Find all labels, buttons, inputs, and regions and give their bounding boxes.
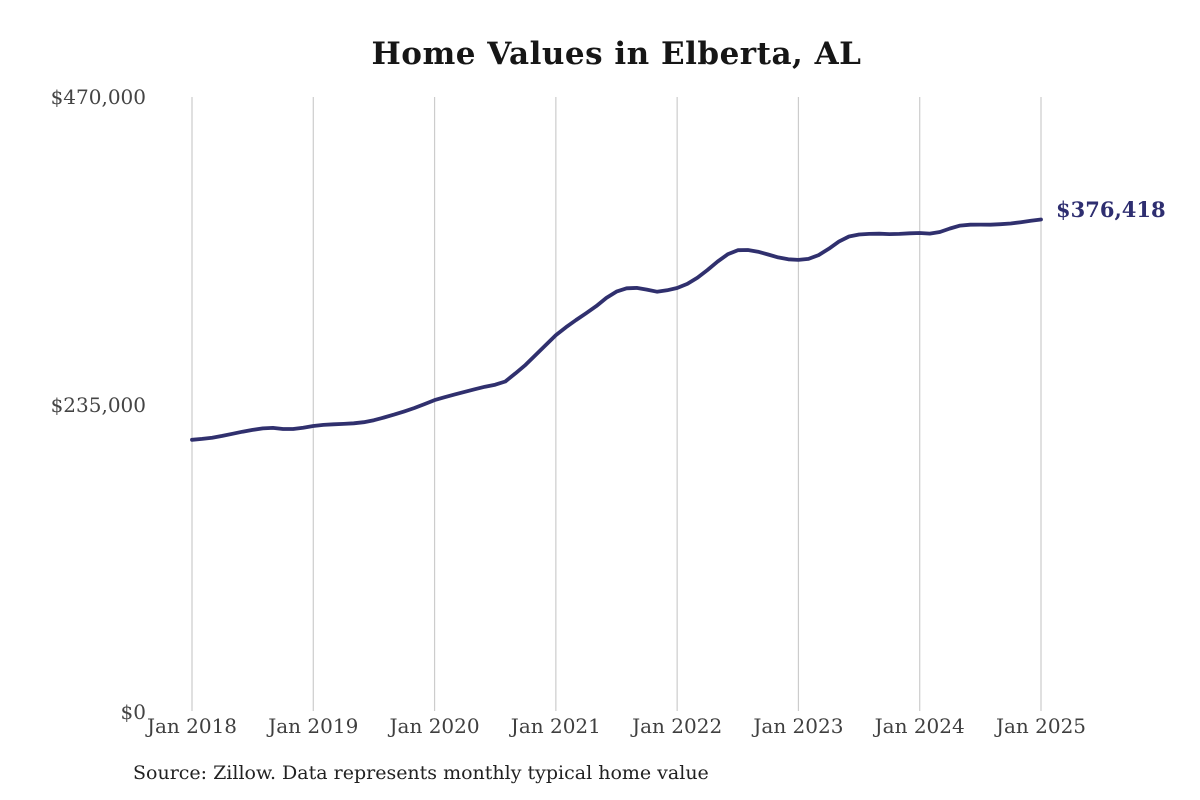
y-tick-label: $235,000 <box>50 392 146 417</box>
x-tick-label: Jan 2022 <box>632 714 723 738</box>
home-value-series-line <box>190 217 1043 442</box>
source-note: Source: Zillow. Data represents monthly … <box>133 762 709 784</box>
x-tick-label: Jan 2020 <box>389 714 480 738</box>
x-tick-label: Jan 2025 <box>995 714 1087 738</box>
y-tick-label: $0 <box>120 700 146 724</box>
current-value-label: $376,418 <box>1056 197 1166 222</box>
x-tick-label: Jan 2019 <box>268 714 359 738</box>
x-tick-label: Jan 2023 <box>753 714 844 738</box>
x-tick-label: Jan 2021 <box>510 714 601 738</box>
y-tick-label: $470,000 <box>50 85 146 109</box>
x-tick-label: Jan 2024 <box>874 714 965 738</box>
chart-title: Home Values in Elberta, AL <box>371 36 862 72</box>
x-tick-label: Jan 2018 <box>146 714 238 738</box>
